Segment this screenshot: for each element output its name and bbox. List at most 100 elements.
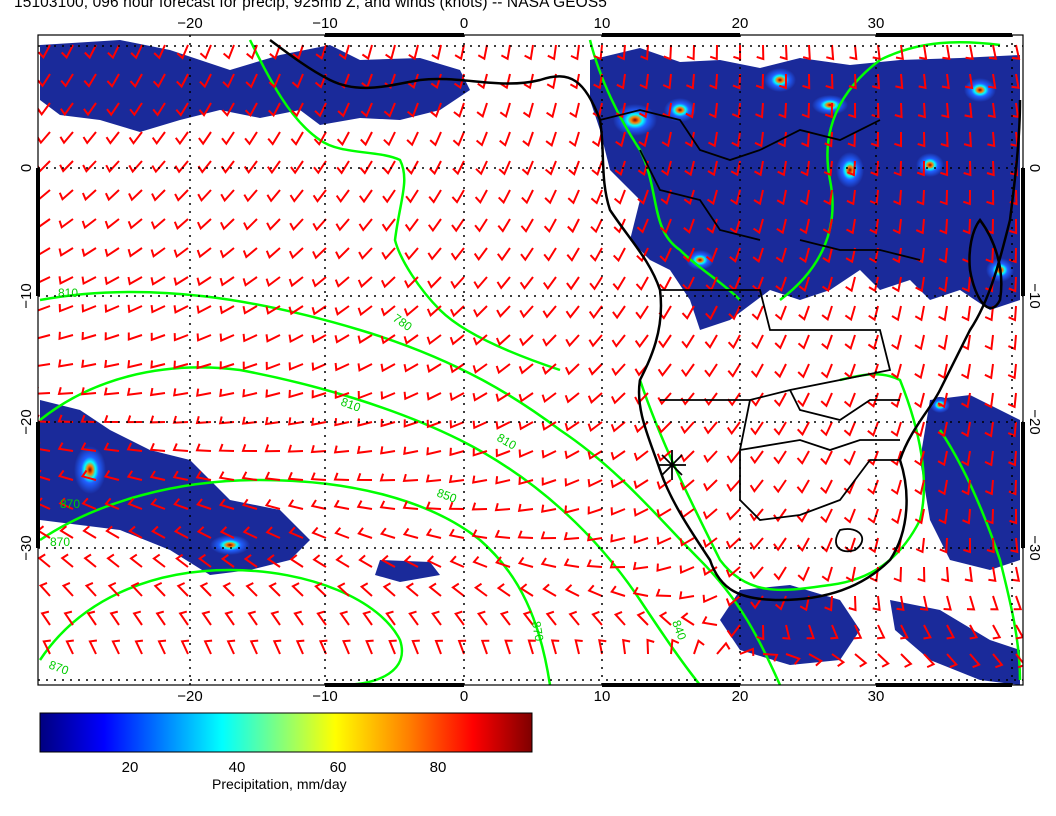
- wind-barb: [405, 160, 419, 176]
- wind-barb: [587, 506, 603, 515]
- wind-barb: [588, 363, 603, 376]
- wind-barb: [545, 610, 557, 626]
- wind-barb: [380, 334, 396, 345]
- wind-barb: [38, 44, 51, 59]
- precip-region-north-atlantic: [40, 40, 470, 132]
- wind-barb: [38, 553, 51, 568]
- wind-barb: [359, 582, 373, 597]
- wind-barb: [496, 305, 511, 318]
- wind-barb: [891, 334, 902, 351]
- wind-barb: [570, 44, 580, 61]
- wind-barb: [150, 304, 166, 314]
- wind-barb: [155, 610, 166, 626]
- wind-barb: [727, 334, 741, 350]
- wind-barb: [914, 334, 925, 351]
- wind-barb: [586, 533, 603, 542]
- wind-barb: [448, 528, 465, 539]
- wind-barb: [683, 189, 695, 206]
- lon-tick-label: −10: [312, 688, 337, 705]
- wind-barb: [176, 44, 189, 60]
- wind-barb: [984, 305, 994, 322]
- precip-region-southeast: [890, 600, 1020, 685]
- wind-barb: [563, 558, 580, 568]
- wind-barb: [153, 581, 166, 597]
- wind-barb: [382, 160, 396, 175]
- wind-barb: [923, 624, 932, 640]
- wind-barb: [848, 73, 857, 90]
- wind-barb: [662, 73, 672, 90]
- wind-barb: [914, 392, 925, 409]
- wind-barb: [775, 276, 787, 292]
- wind-barb: [773, 508, 787, 523]
- height-contours: [38, 39, 1022, 685]
- wind-barb: [495, 334, 511, 347]
- wind-barb: [964, 566, 973, 583]
- wind-barb: [314, 102, 327, 118]
- wind-barb: [707, 160, 718, 177]
- wind-barb: [988, 566, 997, 583]
- wind-barb: [203, 639, 213, 655]
- wind-barb: [310, 444, 327, 454]
- contour-line: [39, 478, 552, 685]
- wind-barb: [83, 73, 97, 88]
- wind-barb: [937, 392, 948, 409]
- wind-barb: [522, 610, 534, 626]
- wind-barb: [288, 362, 304, 371]
- wind-barb: [1007, 392, 1017, 409]
- wind-barbs: [38, 44, 1023, 669]
- wind-barb: [293, 610, 304, 626]
- wind-barb: [452, 131, 465, 147]
- wind-barb: [127, 218, 143, 230]
- wind-barb: [411, 639, 420, 655]
- wind-barb: [127, 360, 143, 369]
- wind-barb: [60, 73, 74, 88]
- wind-barb: [153, 44, 166, 60]
- lon-tick-label: 10: [594, 15, 611, 32]
- wind-barb: [962, 508, 971, 525]
- contour-line: [38, 568, 404, 685]
- wind-barb: [403, 446, 419, 455]
- wind-barb: [756, 624, 765, 641]
- wind-barb: [517, 530, 534, 539]
- wind-barb: [356, 472, 373, 481]
- wind-barb: [750, 363, 764, 379]
- wind-barb: [379, 527, 396, 539]
- wind-barb: [680, 612, 695, 626]
- wind-barb: [846, 218, 856, 235]
- wind-barb: [915, 537, 925, 554]
- wind-barb: [313, 131, 327, 146]
- lat-tick-label: 0: [1026, 164, 1043, 172]
- madagascar-outline: [968, 217, 1003, 310]
- wind-barb: [821, 566, 833, 583]
- wind-barb: [1008, 276, 1017, 293]
- wind-barb: [656, 479, 672, 490]
- wind-barb: [173, 218, 189, 230]
- wind-barb: [756, 44, 765, 61]
- wind-barb: [915, 218, 925, 235]
- wind-barb: [288, 526, 304, 539]
- wind-barb: [682, 247, 695, 263]
- wind-barb: [917, 102, 926, 119]
- wind-barb: [610, 507, 626, 516]
- wind-barb: [616, 73, 626, 90]
- precip-cell: [686, 250, 714, 270]
- wind-barb: [702, 537, 718, 549]
- wind-barb: [38, 334, 51, 340]
- wind-barb: [449, 334, 465, 346]
- wind-barb: [382, 189, 396, 204]
- wind-barb: [591, 160, 603, 176]
- wind-barb: [104, 497, 120, 510]
- wind-barb: [149, 442, 166, 452]
- wind-barb: [476, 102, 488, 118]
- wind-barb: [797, 334, 810, 350]
- wind-barb: [657, 392, 672, 406]
- wind-barb: [773, 421, 787, 436]
- wind-barb: [843, 392, 856, 408]
- wind-barb: [589, 276, 603, 291]
- wind-barb: [612, 247, 626, 263]
- wind-barb: [38, 581, 51, 597]
- wind-barb: [992, 653, 1004, 669]
- wind-barb: [196, 526, 212, 539]
- wind-barb: [963, 131, 972, 148]
